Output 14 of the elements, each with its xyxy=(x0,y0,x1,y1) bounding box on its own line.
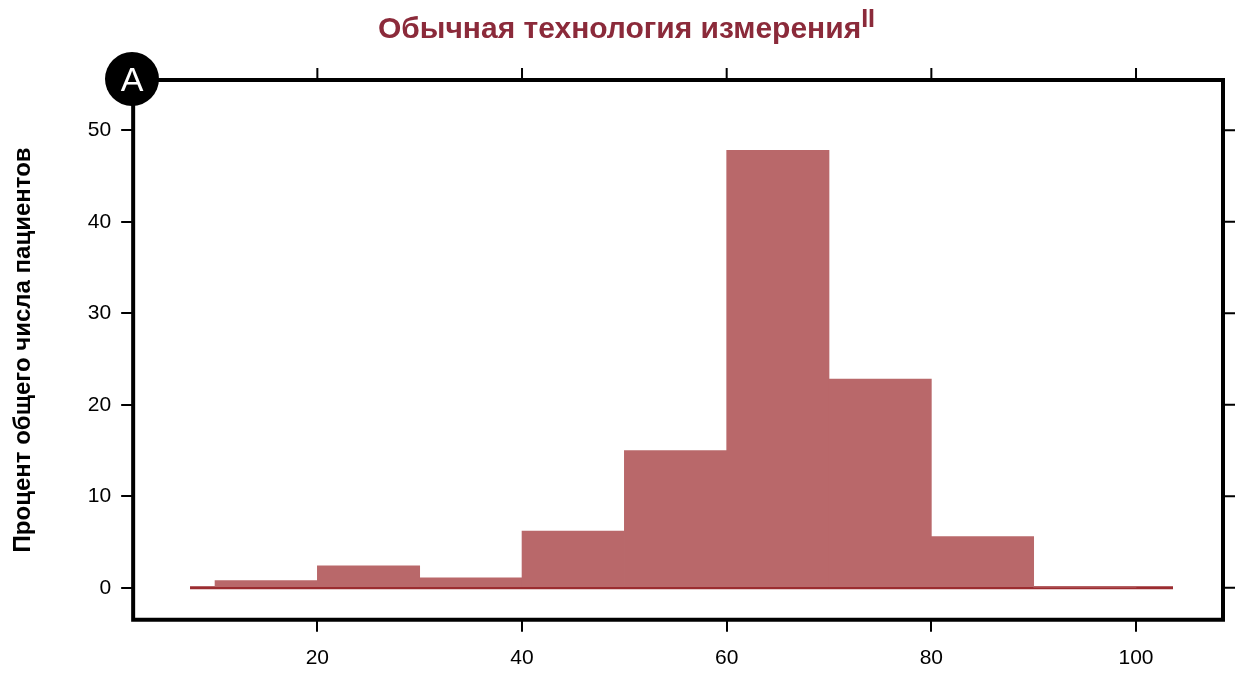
y-axis-title: Процент общего числа пациентов xyxy=(8,147,36,553)
x-tick-label: 100 xyxy=(1118,645,1154,669)
y-tick-label: 50 xyxy=(87,117,112,141)
y-tick-label: 20 xyxy=(87,391,112,415)
y-tick-label: 30 xyxy=(87,300,112,324)
x-tick-label: 40 xyxy=(510,645,534,669)
x-tick-label: 80 xyxy=(919,645,944,669)
y-tick-label: 0 xyxy=(99,574,112,598)
y-tick-label: 40 xyxy=(87,208,112,232)
x-tick-label: 60 xyxy=(715,645,739,669)
x-tick-label: 20 xyxy=(305,645,330,669)
chart-title: Обычная технология измерения$^{II}$ xyxy=(376,4,877,45)
y-tick-label: 10 xyxy=(87,483,112,507)
panel-badge: A xyxy=(105,52,160,106)
